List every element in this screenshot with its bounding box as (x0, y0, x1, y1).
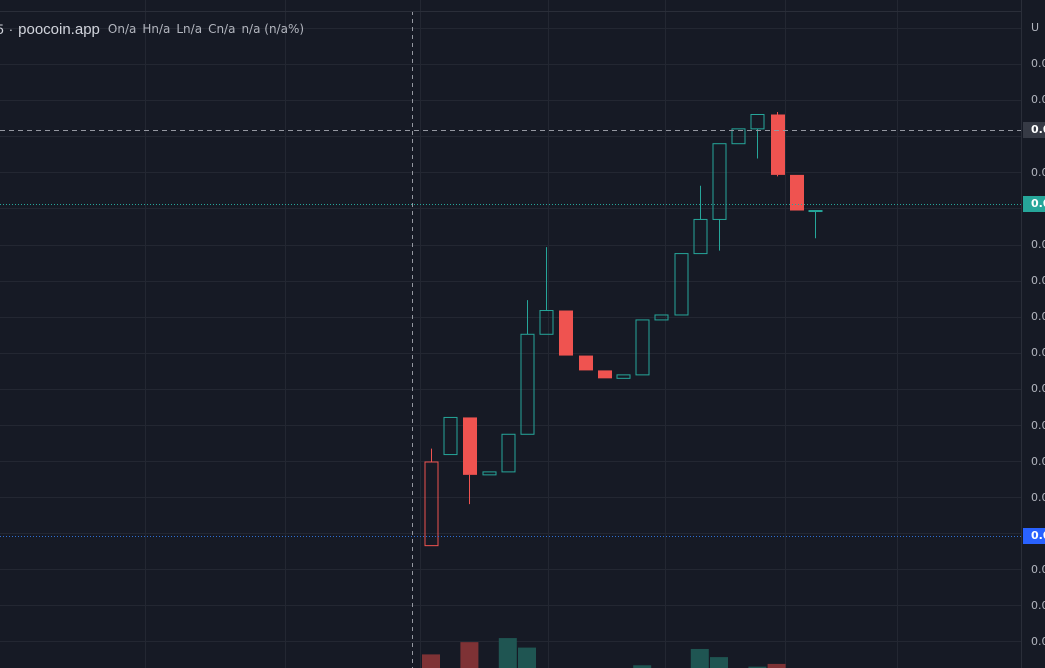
price-tick-label: 0.0 (1031, 238, 1045, 251)
price-tick-label: 0.0 (1031, 93, 1045, 106)
candle-body (790, 174, 804, 211)
candle-body (501, 433, 516, 473)
price-tick-label: 0.0 (1031, 419, 1045, 432)
legend-separator: · (8, 21, 14, 37)
legend-change: n/a (n/a%) (241, 22, 305, 36)
last-price-label: 0.0 (1023, 196, 1045, 212)
candle-body (463, 417, 477, 475)
candle-body (712, 143, 727, 220)
candle-body (424, 461, 439, 547)
price-scale-mode-button[interactable]: U (1031, 21, 1040, 34)
interval-label: 5 (0, 21, 4, 37)
candle-body (443, 416, 458, 456)
candle-body (731, 128, 746, 145)
candles (424, 112, 823, 547)
price-tick-label: 0.0 (1031, 310, 1045, 323)
price-tick-label: 0.0 (1031, 382, 1045, 395)
volume-bar (460, 642, 479, 668)
price-tick-label: 0.0 (1031, 57, 1045, 70)
candle-body (635, 319, 650, 376)
price-lines (0, 11, 1021, 668)
candle-body (771, 114, 785, 175)
price-tick-label: 0.0 (1031, 166, 1045, 179)
price-tick-label: 0.0 (1031, 274, 1045, 287)
legend-close: Cn/a (208, 22, 236, 36)
candle-body (539, 310, 554, 335)
symbol-name[interactable]: poocoin.app (18, 20, 100, 38)
volume-bars (422, 638, 786, 668)
candle-body (750, 114, 765, 130)
volume-bar (633, 665, 652, 668)
candle-body (808, 210, 823, 213)
candle-body (598, 370, 612, 379)
top-toolbar-strip (0, 0, 1045, 12)
volume-bar (422, 654, 440, 668)
legend-open: On/a (107, 22, 137, 36)
price-axis[interactable]: U 0.0 0.0 0.0 0.0 0.0 0.0 0.0 0.0 0.0 0.0 0.0 0.0 0.… (1021, 0, 1045, 668)
volume-bar (498, 638, 517, 668)
price-tick-label: 0.0 (1031, 455, 1045, 468)
candle-body (654, 314, 669, 321)
candle-body (579, 355, 593, 371)
volume-bar (710, 657, 728, 668)
candle-body (559, 310, 573, 356)
legend-low: Ln/a (176, 22, 203, 36)
chart-legend: 5 · poocoin.app On/a Hn/a Ln/a Cn/a n/a … (0, 20, 310, 38)
candle-body (520, 333, 535, 435)
volume-bar (518, 647, 536, 668)
candle-body (482, 471, 497, 476)
volume-bar (690, 648, 709, 668)
candle-body (674, 253, 689, 316)
grid (0, 0, 1021, 668)
reference-price-label: 0.0 (1023, 528, 1045, 544)
volume-bar (748, 666, 767, 668)
price-tick-label: 0.0 (1031, 563, 1045, 576)
candle-body (616, 374, 631, 379)
price-tick-label: 0.0 (1031, 491, 1045, 504)
price-tick-label: 0.0 (1031, 346, 1045, 359)
price-tick-label: 0.0 (1031, 635, 1045, 648)
candlestick-chart[interactable] (0, 0, 1021, 668)
price-tick-label: 0.0 (1031, 599, 1045, 612)
crosshair-price-label: 0.0 (1023, 122, 1045, 138)
candle-body (693, 218, 708, 255)
legend-high: Hn/a (142, 22, 171, 36)
volume-bar (767, 663, 786, 668)
